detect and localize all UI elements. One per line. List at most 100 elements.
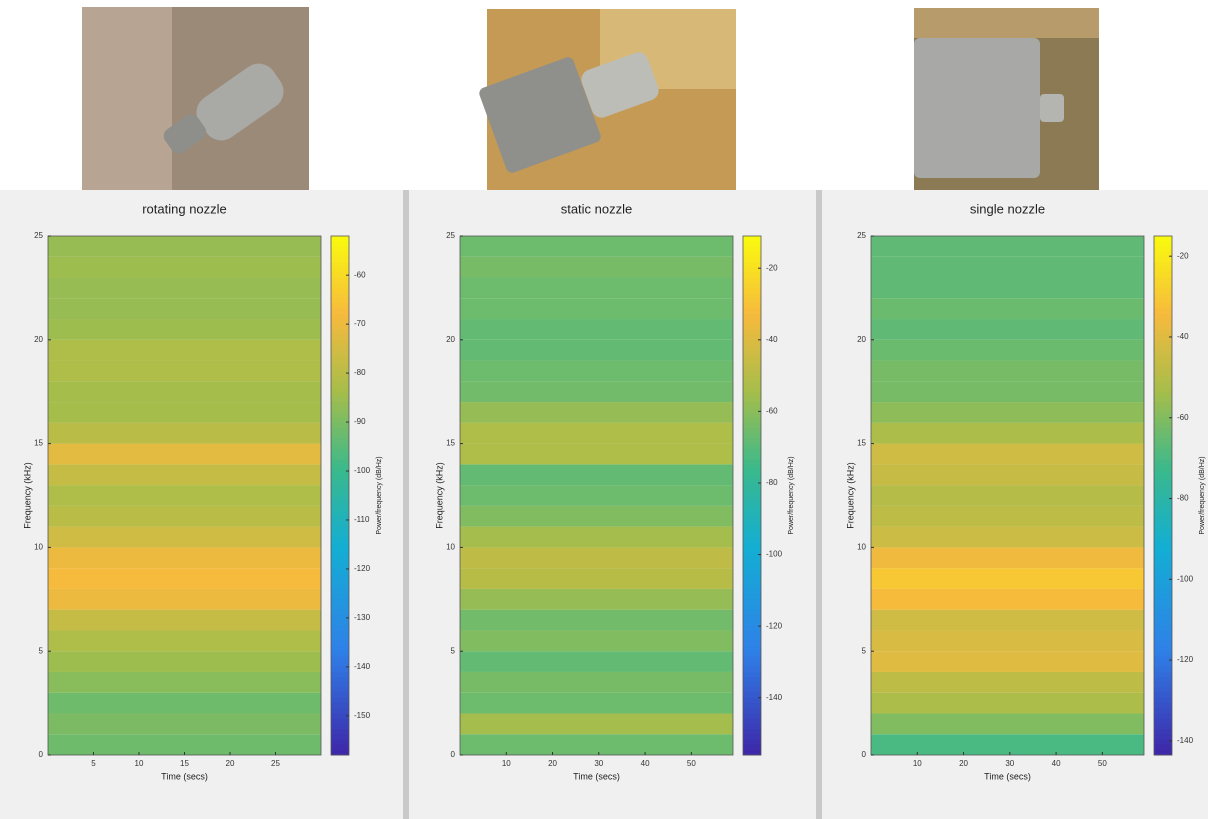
colorbar-cell [1154, 729, 1172, 735]
spectrogram-band [871, 713, 1144, 735]
colorbar-cell [331, 469, 349, 476]
spectrogram-band [48, 236, 321, 257]
colorbar-cell [743, 526, 761, 533]
colorbar-cell [1154, 474, 1172, 481]
colorbar-cell [331, 272, 349, 279]
colorbar-cell [1154, 526, 1172, 533]
y-tick-label: 0 [862, 750, 867, 759]
colorbar-cell [743, 547, 761, 554]
spectrogram-band [460, 339, 733, 361]
spectrogram-band [871, 671, 1144, 693]
spectrogram-band [48, 298, 321, 320]
colorbar-cell [331, 433, 349, 439]
colorbar-tick-label: -60 [766, 406, 778, 415]
colorbar-cell [1154, 749, 1172, 756]
colorbar-cell [331, 474, 349, 481]
colorbar-cell [743, 282, 761, 289]
spectrogram-band [871, 588, 1144, 610]
colorbar-cell [743, 324, 761, 330]
colorbar-cell [1154, 453, 1172, 460]
colorbar-cell [1154, 329, 1172, 336]
spectrogram-band [460, 609, 733, 631]
colorbar-cell [743, 433, 761, 439]
colorbar-cell [331, 386, 349, 393]
colorbar-cell [743, 267, 761, 273]
x-axis-label: Time (secs) [984, 771, 1031, 781]
colorbar-cell [1154, 370, 1172, 377]
colorbar-cell [331, 417, 349, 424]
colorbar-cell [331, 287, 349, 294]
colorbar-tick-label: -40 [766, 335, 778, 344]
colorbar-cell [1154, 344, 1172, 351]
spectrogram-band [871, 734, 1144, 755]
colorbar-cell [331, 422, 349, 429]
spectrogram-band [460, 443, 733, 465]
colorbar-frame [1153, 235, 1173, 756]
spectrogram-band [871, 505, 1144, 527]
x-tick-label: 10 [502, 759, 511, 768]
colorbar-cell [331, 521, 349, 528]
colorbar-cell [331, 324, 349, 330]
y-tick-label: 5 [862, 646, 867, 655]
colorbar-cell [331, 355, 349, 362]
spectrogram-band [48, 422, 321, 444]
colorbar-cell [1154, 703, 1172, 709]
colorbar-cell [331, 708, 349, 714]
colorbar-cell [1154, 640, 1172, 647]
colorbar-cell [331, 261, 349, 268]
x-tick-label: 40 [1052, 759, 1061, 768]
y-axis-label: Frequency (kHz) [22, 462, 32, 529]
colorbar-cell [1154, 490, 1172, 496]
colorbar-cell [1154, 251, 1172, 258]
colorbar-cell [331, 583, 349, 590]
colorbar-cell [1154, 324, 1172, 330]
colorbar-cell [743, 656, 761, 663]
colorbar-cell [743, 594, 761, 600]
y-tick-label: 15 [446, 439, 455, 448]
spectrogram-band [460, 651, 733, 672]
x-tick-label: 5 [91, 759, 96, 768]
spectrogram-band [871, 651, 1144, 672]
colorbar-cell [1154, 697, 1172, 704]
colorbar-cell [743, 485, 761, 491]
colorbar-cell [1154, 386, 1172, 393]
colorbar-cell [331, 505, 349, 512]
colorbar-cell [743, 407, 761, 413]
colorbar-cell [743, 646, 761, 652]
colorbar-cell [331, 537, 349, 543]
colorbar-cell [743, 355, 761, 362]
colorbar-cell [1154, 594, 1172, 600]
colorbar-cell [743, 459, 761, 465]
colorbar-tick-label: -140 [766, 693, 783, 702]
colorbar-cell [331, 588, 349, 595]
y-tick-label: 20 [857, 335, 866, 344]
colorbar-cell [331, 729, 349, 735]
colorbar-cell [743, 344, 761, 351]
colorbar-cell [331, 646, 349, 652]
colorbar-cell [1154, 428, 1172, 434]
colorbar-cell [1154, 277, 1172, 284]
colorbar-cell [743, 251, 761, 258]
colorbar-tick-label: -110 [354, 515, 370, 524]
colorbar-tick-label: -130 [354, 613, 371, 622]
spectrogram-band [460, 692, 733, 714]
x-tick-label: 20 [959, 759, 968, 768]
colorbar-cell [1154, 313, 1172, 320]
spectrogram-band [871, 609, 1144, 631]
colorbar-tick-label: -120 [766, 621, 783, 630]
colorbar-cell [331, 267, 349, 273]
spectrogram-band [460, 402, 733, 423]
colorbar-cell [331, 573, 349, 580]
colorbar-cell [743, 604, 761, 611]
colorbar-cell [1154, 739, 1172, 746]
colorbar-cell [1154, 500, 1172, 507]
spectrogram-band [871, 381, 1144, 403]
colorbar-cell [1154, 578, 1172, 585]
colorbar-cell [331, 303, 349, 310]
y-tick-label: 25 [446, 231, 455, 240]
colorbar-cell [743, 319, 761, 325]
colorbar-cell [743, 588, 761, 595]
colorbar-cell [331, 542, 349, 548]
colorbar-cell [743, 412, 761, 419]
